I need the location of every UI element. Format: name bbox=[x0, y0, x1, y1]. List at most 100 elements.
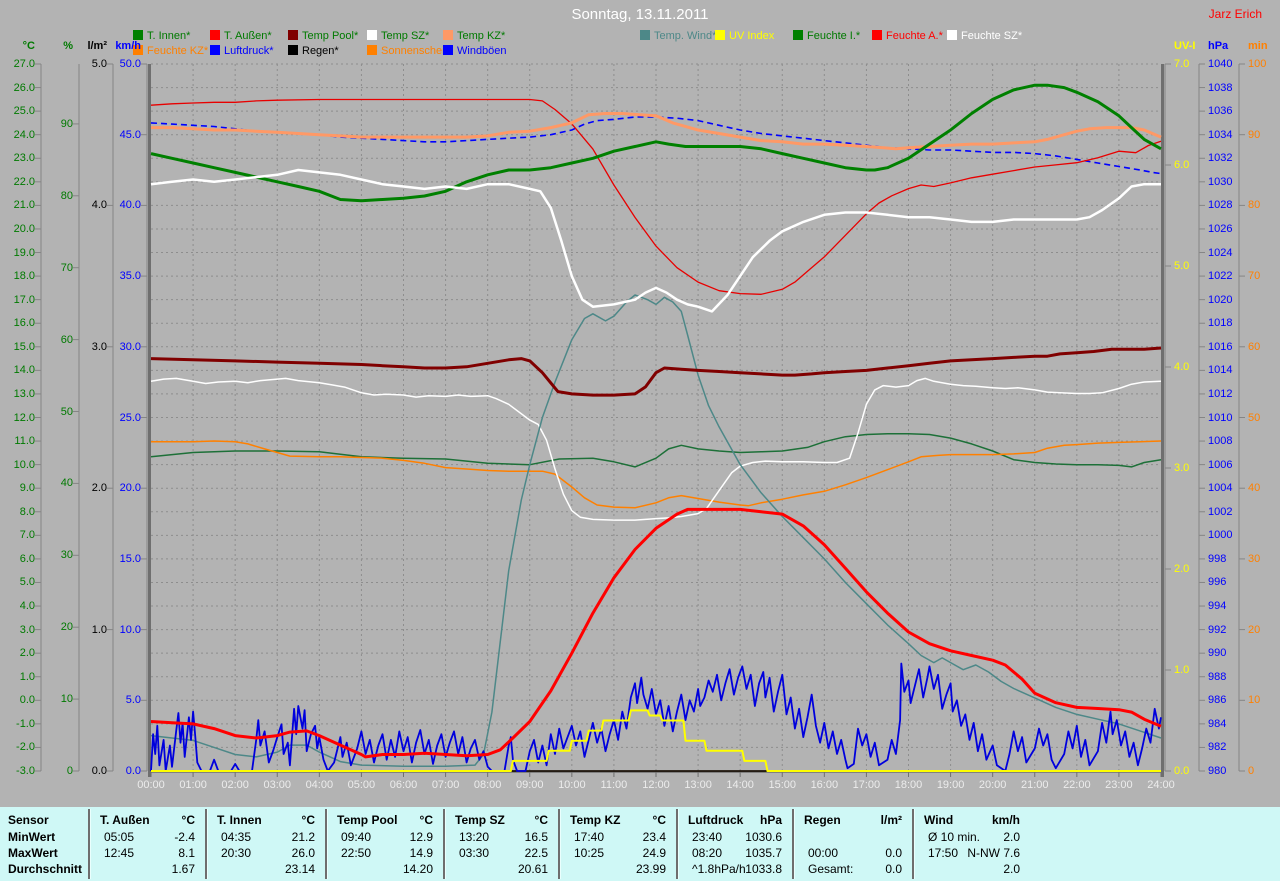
legend-item-luftdruck: Luftdruck* bbox=[210, 45, 274, 57]
table-column-separator bbox=[88, 809, 90, 879]
x-axis-label: 08:00 bbox=[473, 779, 502, 791]
axis-label-hpa: 1020 bbox=[1208, 293, 1233, 306]
legend-swatch-sonnenschein bbox=[367, 45, 377, 55]
legend-label: T. Außen* bbox=[224, 30, 272, 42]
table-cell-time: 10:25 bbox=[574, 846, 605, 860]
legend-item-sonnenschein: Sonnenschein bbox=[367, 45, 451, 57]
table-cell-value: 0.0 bbox=[885, 846, 902, 860]
axis-label-hpa: 1002 bbox=[1208, 505, 1233, 518]
legend-label: Temp KZ* bbox=[457, 30, 506, 42]
axis-label-c: 3.0 bbox=[19, 623, 35, 636]
axis-header-hpa: hPa bbox=[1208, 40, 1229, 52]
axis-label-hpa: 1004 bbox=[1208, 482, 1233, 495]
legend-item-feuchte-sz: Feuchte SZ* bbox=[947, 30, 1022, 42]
table-row-label: Durchschnitt bbox=[8, 862, 83, 876]
table-cell-value: 22.5 bbox=[524, 846, 548, 860]
x-axis-label: 20:00 bbox=[978, 779, 1007, 791]
axis-label-hpa: 1030 bbox=[1208, 175, 1233, 188]
table-header-sensor: T. Innen bbox=[217, 813, 262, 827]
table-header-sensor: Temp SZ bbox=[455, 813, 505, 827]
axis-label-c: -2.0 bbox=[16, 741, 35, 754]
x-axis-label: 04:00 bbox=[305, 779, 334, 791]
table-header-unit: l/m² bbox=[880, 813, 902, 827]
legend-item-temp-sz: Temp SZ* bbox=[367, 30, 429, 42]
axis-label-hpa: 1036 bbox=[1208, 105, 1233, 118]
table-cell-time: 17:40 bbox=[574, 830, 605, 844]
axis-label-c: 1.0 bbox=[19, 670, 35, 683]
axis-label-hpa: 996 bbox=[1208, 576, 1227, 589]
axis-label-hpa: 1018 bbox=[1208, 317, 1233, 330]
table-cell-time: 22:50 bbox=[341, 846, 372, 860]
legend-item-uv-index: UV Index bbox=[715, 30, 774, 42]
table-cell-value: 23.14 bbox=[284, 862, 315, 876]
x-axis-label: 14:00 bbox=[726, 779, 754, 791]
legend-swatch-regen bbox=[288, 45, 298, 55]
legend-swatch-temp-kz bbox=[443, 30, 453, 40]
x-axis-label: 12:00 bbox=[642, 779, 670, 791]
series-feuchte-kz bbox=[151, 440, 1162, 509]
table-row-label: MaxWert bbox=[8, 846, 58, 860]
legend-item-temp-kz: Temp KZ* bbox=[443, 30, 505, 42]
axis-label-pct: 30 bbox=[60, 549, 73, 562]
axis-label-hpa: 1034 bbox=[1208, 128, 1233, 141]
axis-label-kmh: 5.0 bbox=[125, 694, 141, 707]
table-cell-value: 14.9 bbox=[409, 846, 433, 860]
axis-label-c: 6.0 bbox=[19, 552, 35, 565]
axis-label-c: 27.0 bbox=[13, 58, 35, 70]
axis-label-hpa: 988 bbox=[1208, 670, 1227, 683]
x-axis-label: 00:00 bbox=[137, 779, 165, 791]
x-axis-label: 24:00 bbox=[1147, 779, 1175, 791]
legend-item-regen: Regen* bbox=[288, 45, 339, 57]
x-axis-label: 07:00 bbox=[431, 779, 460, 791]
axis-label-hpa: 1028 bbox=[1208, 199, 1233, 212]
axis-label-hpa: 980 bbox=[1208, 765, 1227, 777]
table-cell-time: 09:40 bbox=[341, 830, 372, 844]
axis-label-kmh: 10.0 bbox=[119, 623, 141, 636]
axis-label-lm2: 1.0 bbox=[91, 623, 107, 636]
table-header-unit: °C bbox=[419, 813, 433, 827]
axis-label-hpa: 986 bbox=[1208, 694, 1227, 707]
axis-header-pct: % bbox=[63, 40, 73, 52]
axis-label-kmh: 30.0 bbox=[119, 340, 141, 353]
series-temp-kz bbox=[151, 112, 1162, 151]
table-cell-value: 24.9 bbox=[642, 846, 666, 860]
axis-label-hpa: 1010 bbox=[1208, 411, 1233, 424]
axis-label-c: 21.0 bbox=[13, 199, 35, 212]
x-axis-label: 06:00 bbox=[389, 779, 418, 791]
table-cell-time: Ø 10 min. bbox=[928, 830, 981, 844]
legend-swatch-windboeen bbox=[443, 45, 453, 55]
legend-label: Windböen bbox=[457, 45, 507, 57]
table-cell-value: 1033.8 bbox=[745, 862, 782, 876]
axis-label-pct: 60 bbox=[60, 333, 73, 346]
table-row-label: MinWert bbox=[8, 830, 56, 844]
legend-label: Temp SZ* bbox=[381, 30, 430, 42]
axis-label-c: 2.0 bbox=[19, 647, 35, 660]
table-column-separator bbox=[205, 809, 207, 879]
x-axis-label: 03:00 bbox=[263, 779, 292, 791]
axis-label-pct: 0 bbox=[66, 765, 73, 777]
legend-swatch-t-innen bbox=[133, 30, 143, 40]
legend-swatch-uv-index bbox=[715, 30, 725, 40]
axis-label-min: 90 bbox=[1248, 128, 1261, 141]
x-axis-label: 17:00 bbox=[852, 779, 881, 791]
axis-label-min: 0 bbox=[1248, 765, 1255, 777]
legend-item-t-innen: T. Innen* bbox=[133, 30, 190, 42]
series-feuchte-a bbox=[150, 98, 1162, 295]
table-cell-value: 0.0 bbox=[885, 862, 902, 876]
x-axis-label: 23:00 bbox=[1105, 779, 1133, 791]
table-cell-value: 2.0 bbox=[1003, 830, 1020, 844]
axis-label-uv: 0.0 bbox=[1174, 765, 1190, 777]
series-temp-sz bbox=[150, 168, 1161, 313]
table-cell-time: ^1.8hPa/h bbox=[692, 862, 746, 876]
x-axis-label: 16:00 bbox=[810, 779, 839, 791]
axis-label-kmh: 0.0 bbox=[125, 765, 141, 777]
axis-label-hpa: 998 bbox=[1208, 552, 1227, 565]
axis-label-c: 12.0 bbox=[13, 411, 35, 424]
legend-label: Sonnenschein bbox=[381, 45, 451, 57]
series-feuchte-i bbox=[150, 433, 1162, 468]
summary-table: Sensor MinWert MaxWert Durchschnitt T. Außen… bbox=[0, 807, 1280, 881]
table-cell-value: 20.61 bbox=[517, 862, 548, 876]
table-cell-value: 1.67 bbox=[171, 862, 195, 876]
axis-label-c: 25.0 bbox=[13, 105, 35, 118]
table-cell-time: 04:35 bbox=[221, 830, 252, 844]
